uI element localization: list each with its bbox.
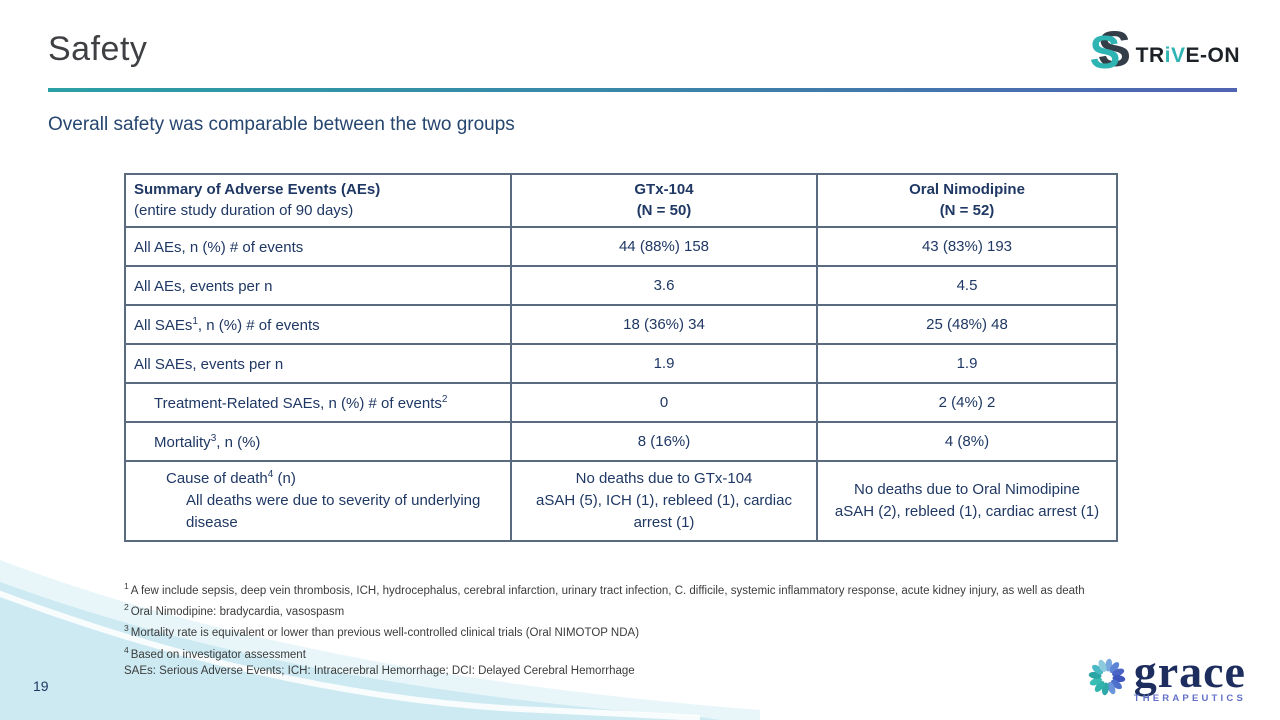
table-row-mortality: Mortality3, n (%) 8 (16%) 4 (8%)	[124, 421, 1118, 462]
slide-subtitle: Overall safety was comparable between th…	[48, 114, 515, 135]
title-divider-line	[48, 88, 1237, 92]
table-row-all-saes-per-n: All SAEs, events per n 1.9 1.9	[124, 343, 1118, 384]
decorative-corner-curve	[0, 560, 760, 720]
row-label: Mortality3, n (%)	[124, 421, 512, 462]
footnote-abbreviations: SAEs: Serious Adverse Events; ICH: Intra…	[124, 664, 635, 677]
strive-s-teal: S	[1089, 26, 1121, 78]
table-row-all-aes-n: All AEs, n (%) # of events 44 (88%) 158 …	[124, 226, 1118, 267]
header-nimodipine-cell: Oral Nimodipine (N = 52)	[816, 173, 1118, 228]
header-gtx104-line1: GTx-104	[634, 181, 694, 199]
footnote-2: 2 Oral Nimodipine: bradycardia, vasospasm	[124, 602, 345, 619]
strive-text-tr: TR	[1135, 44, 1165, 67]
table-header-row: Summary of Adverse Events (AEs) (entire …	[124, 173, 1118, 228]
row-label: All AEs, events per n	[124, 265, 512, 306]
header-summary-line1: Summary of Adverse Events (AEs)	[134, 181, 381, 199]
grace-wordmark: grace	[1133, 646, 1246, 697]
table-row-all-aes-per-n: All AEs, events per n 3.6 4.5	[124, 265, 1118, 306]
header-nimodipine-line1: Oral Nimodipine	[909, 181, 1025, 199]
row-label: All AEs, n (%) # of events	[124, 226, 512, 267]
nimodipine-value: 2 (4%) 2	[816, 382, 1118, 423]
grace-therapeutics-logo: grace THERAPEUTICS	[1086, 646, 1246, 705]
strive-text-eon: E-ON	[1185, 44, 1240, 67]
strive-s-dark: S	[1097, 21, 1131, 77]
strive-on-logo: S S TRiVE-ON	[1089, 21, 1240, 78]
grace-tagline: THERAPEUTICS	[1133, 693, 1246, 704]
grace-flower-icon	[1088, 658, 1125, 696]
nimodipine-value: 1.9	[816, 343, 1118, 384]
gtx-value: 8 (16%)	[510, 421, 818, 462]
gtx-value: 44 (88%) 158	[510, 226, 818, 267]
nimodipine-value: 25 (48%) 48	[816, 304, 1118, 345]
table-row-all-saes-n: All SAEs1, n (%) # of events 18 (36%) 34…	[124, 304, 1118, 345]
strive-on-logo-s-icon: S S	[1089, 21, 1136, 78]
grace-logo-text: grace THERAPEUTICS	[1133, 646, 1246, 705]
gtx-value: No deaths due to GTx-104 aSAH (5), ICH (…	[510, 460, 818, 542]
header-summary-cell: Summary of Adverse Events (AEs) (entire …	[124, 173, 512, 228]
row-label: Cause of death4 (n) All deaths were due …	[124, 460, 512, 542]
gtx-value: 3.6	[510, 265, 818, 306]
gtx-value: 18 (36%) 34	[510, 304, 818, 345]
strive-on-logo-text: TRiVE-ON	[1136, 44, 1240, 74]
row-label: All SAEs, events per n	[124, 343, 512, 384]
header-summary-line2: (entire study duration of 90 days)	[134, 201, 354, 219]
footnote-4: 4 Based on investigator assessment	[124, 644, 306, 661]
nimodipine-value: No deaths due to Oral Nimodipine aSAH (2…	[816, 460, 1118, 542]
gtx-value: 1.9	[510, 343, 818, 384]
slide-title: Safety	[48, 30, 148, 68]
table-row-treatment-related-saes: Treatment-Related SAEs, n (%) # of event…	[124, 382, 1118, 423]
row-label: Treatment-Related SAEs, n (%) # of event…	[124, 382, 512, 423]
nimodipine-value: 4 (8%)	[816, 421, 1118, 462]
header-gtx104-line2: (N = 50)	[636, 201, 692, 219]
row-label: All SAEs1, n (%) # of events	[124, 304, 512, 345]
table-row-cause-of-death: Cause of death4 (n) All deaths were due …	[124, 460, 1118, 542]
strive-text-i: i	[1164, 44, 1171, 67]
gtx-value: 0	[510, 382, 818, 423]
footnote-3: 3 Mortality rate is equivalent or lower t…	[124, 623, 640, 640]
adverse-events-table: Summary of Adverse Events (AEs) (entire …	[124, 173, 1118, 542]
nimodipine-value: 43 (83%) 193	[816, 226, 1118, 267]
page-number: 19	[33, 678, 49, 694]
header-nimodipine-line2: (N = 52)	[939, 201, 995, 219]
strive-text-v: V	[1170, 44, 1186, 67]
header-gtx104-cell: GTx-104 (N = 50)	[510, 173, 818, 228]
nimodipine-value: 4.5	[816, 265, 1118, 306]
